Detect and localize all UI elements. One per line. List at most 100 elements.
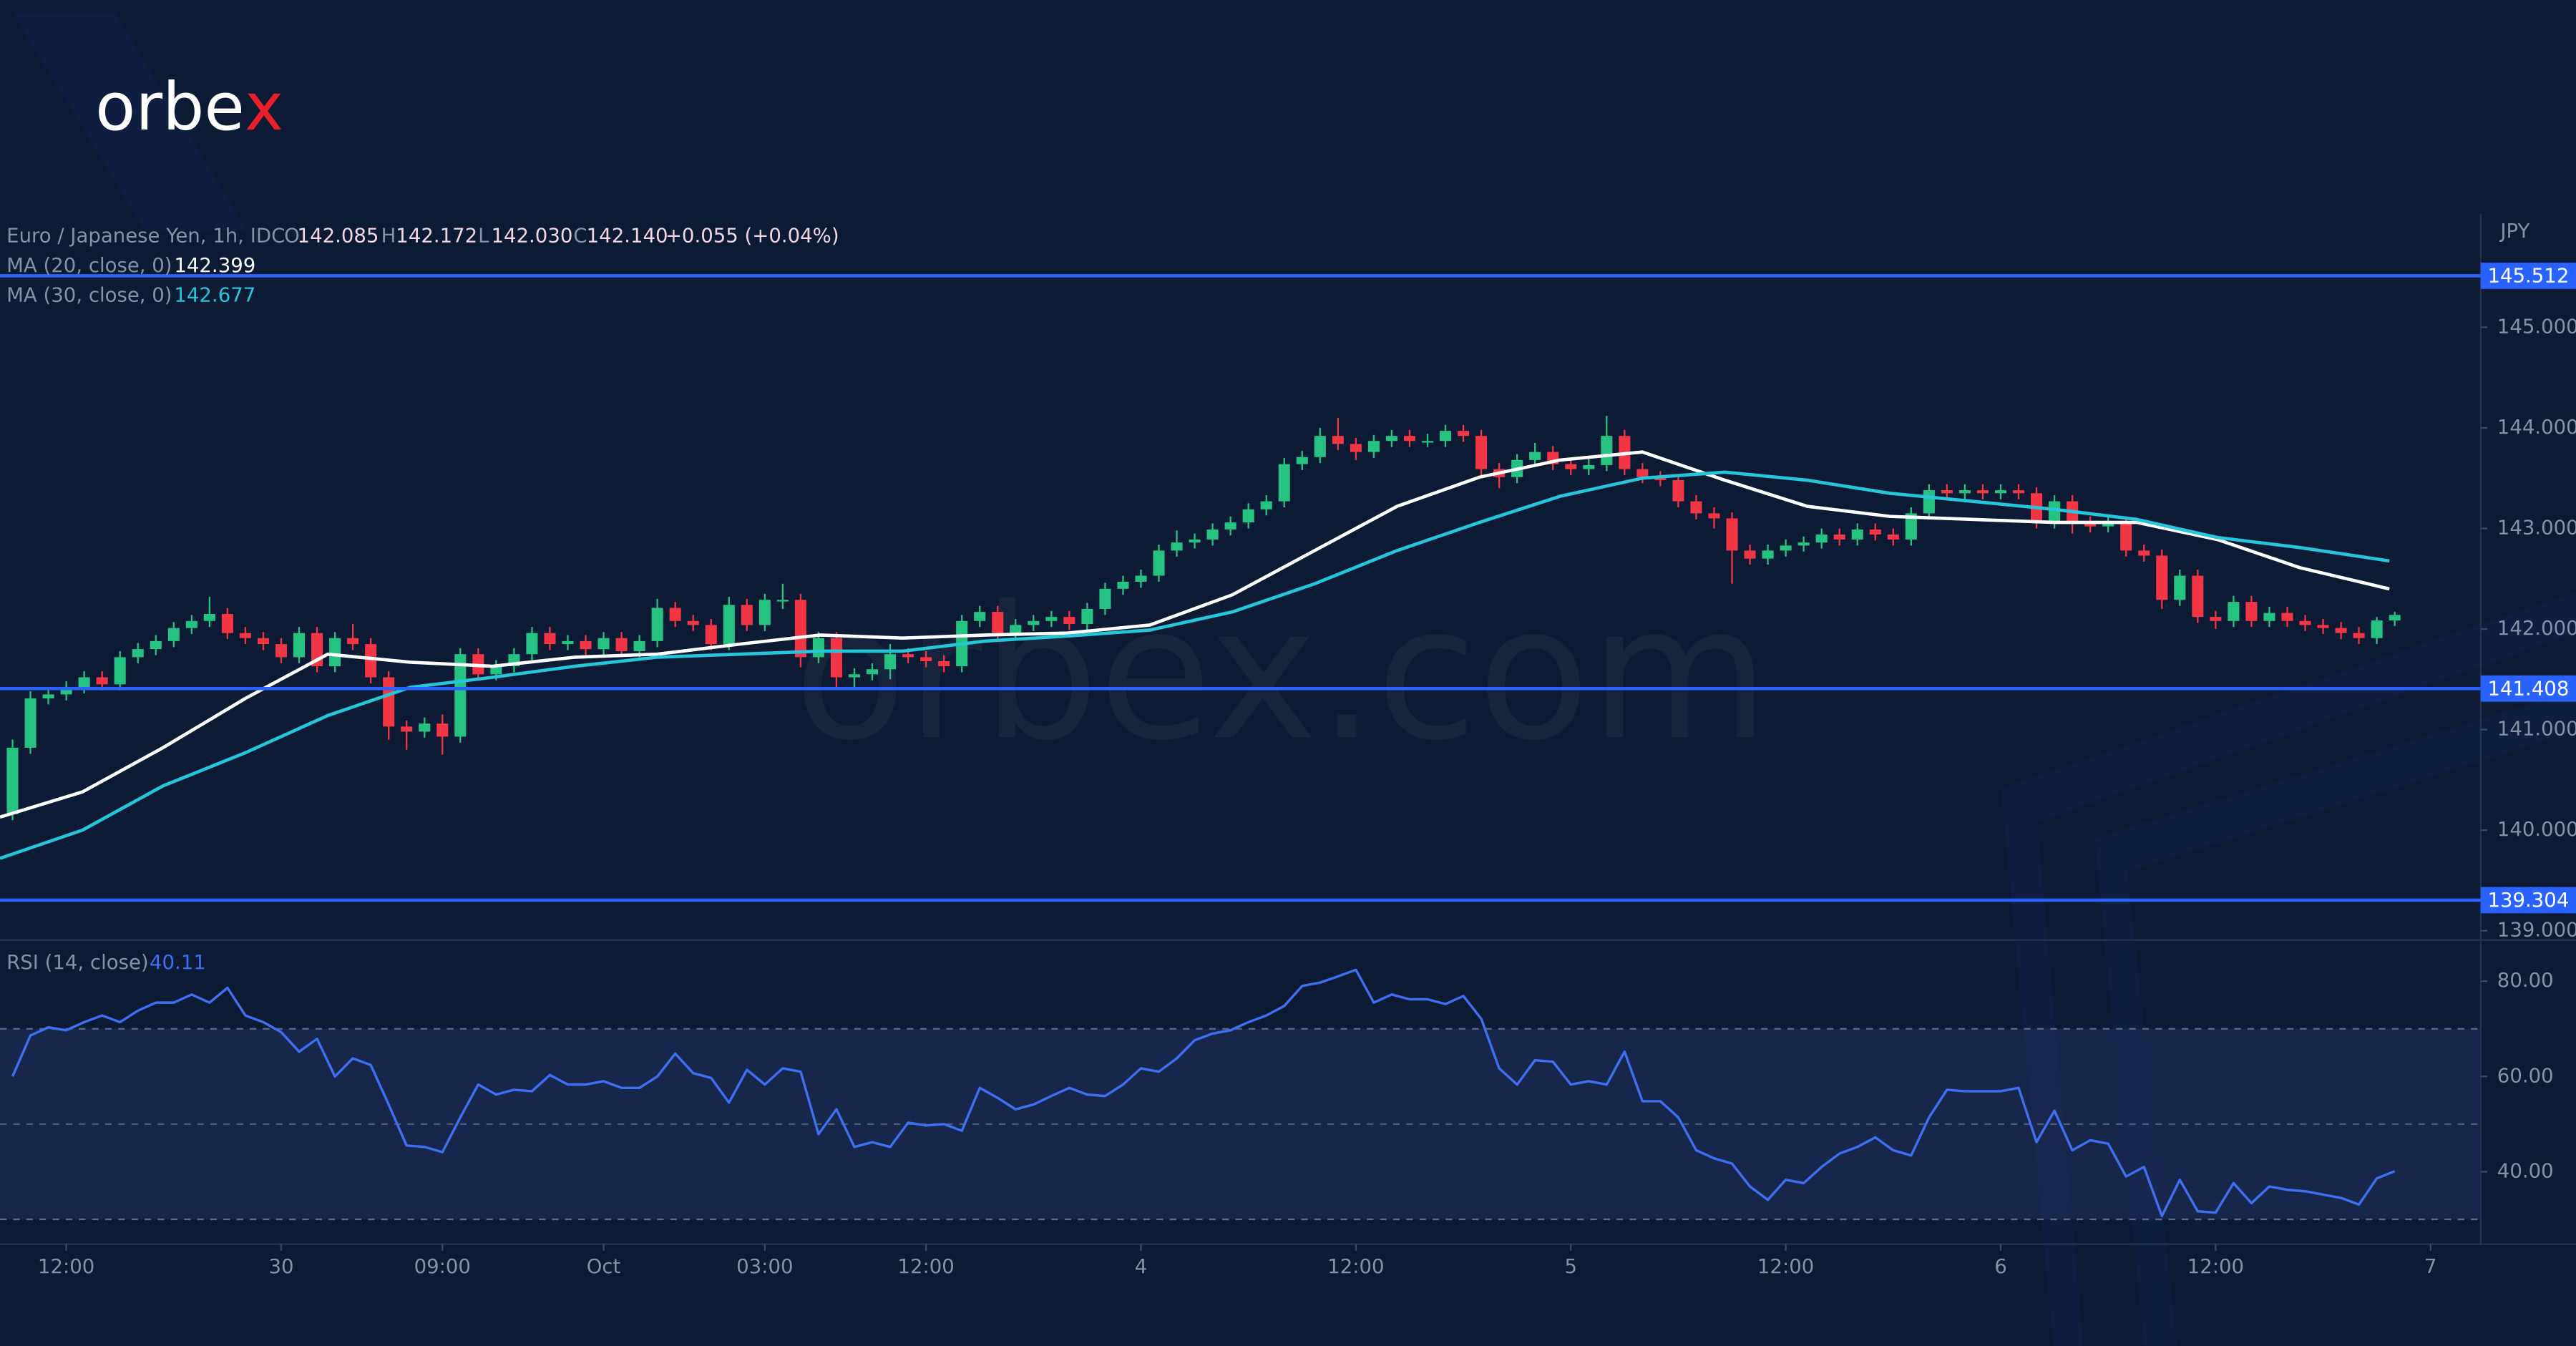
logo: orbex (95, 69, 283, 146)
candle-body (1171, 542, 1183, 551)
candle-body (1350, 444, 1362, 452)
candle-body (490, 666, 502, 675)
candle-body (2084, 522, 2097, 527)
candle-body (1278, 464, 1290, 502)
candle-body (2389, 615, 2401, 621)
candle-body (436, 723, 449, 737)
candle-body (1224, 522, 1236, 530)
y-tick-label: 145.000 (2497, 315, 2576, 338)
x-tick-label: 12:00 (897, 1255, 954, 1278)
candle-body (2228, 602, 2240, 621)
y-tick-label: 144.000 (2497, 416, 2576, 439)
candle-body (1797, 542, 1810, 546)
candle-body (974, 612, 986, 621)
candle-body (2263, 613, 2275, 621)
candle-body (1976, 490, 1989, 494)
candle-body (419, 723, 431, 732)
candle-body (848, 674, 861, 678)
ma30-label: MA (30, close, 0) (6, 283, 172, 306)
candle-body (1242, 509, 1254, 523)
candle-body (1385, 436, 1397, 442)
high-value: 142.172 (396, 225, 477, 248)
candle-body (2138, 550, 2150, 556)
candle-body (347, 638, 359, 645)
symbol: Euro / Japanese Yen, 1h, IDC (6, 225, 285, 248)
x-tick-label: 12:00 (1327, 1255, 1384, 1278)
candle-body (938, 661, 950, 667)
rsi-label: RSI (14, close) (6, 951, 148, 974)
candle-body (1833, 534, 1845, 540)
candle-body (1780, 545, 1792, 551)
candle-body (2335, 628, 2347, 633)
candle-body (329, 638, 341, 667)
candle-body (2299, 620, 2311, 625)
candle-body (812, 638, 824, 658)
candle-body (257, 638, 269, 645)
candle-body (580, 640, 592, 650)
candle-body (239, 633, 251, 638)
level-label-box (2480, 675, 2576, 702)
candle-body (2353, 633, 2365, 638)
ma20-value: 142.399 (174, 254, 255, 277)
candle-body (1708, 513, 1720, 519)
watermark: orbex.com (794, 566, 1769, 781)
candle-body (78, 677, 90, 688)
candle-body (830, 638, 842, 678)
candle-body (776, 600, 789, 602)
candle-body (741, 605, 753, 625)
candle-body (1815, 534, 1828, 543)
rsi-line (11, 968, 2396, 1218)
x-tick-label: 30 (268, 1255, 293, 1278)
moving-average (0, 450, 2390, 819)
plot: 139.000 140.000 141.000 142.000 143.000 144.0… (0, 263, 2576, 1278)
candle-body (1063, 617, 1075, 625)
candle-body (1403, 436, 1415, 442)
candle-body (902, 654, 914, 658)
ma30-value: 142.677 (174, 283, 255, 306)
candle-body (884, 654, 897, 670)
decor-stripe (13, 13, 247, 230)
candle-body (651, 608, 663, 641)
candle-body (544, 633, 556, 645)
candle-body (562, 640, 574, 645)
candle-body (60, 687, 72, 695)
candle-body (2245, 602, 2258, 621)
candle-body (185, 620, 197, 628)
candle-body (758, 600, 771, 625)
candle-body (669, 608, 681, 621)
y-tick-label: 141.000 (2497, 718, 2576, 741)
x-tick-label: 12:00 (1757, 1255, 1814, 1278)
x-tick-label: 09:00 (414, 1255, 471, 1278)
y-tick-label: 139.000 (2497, 919, 2576, 942)
candle-body (615, 638, 628, 651)
candle-body (1887, 534, 1899, 540)
candle-body (2281, 613, 2293, 621)
candle-body (1529, 452, 1541, 460)
candle-body (114, 657, 126, 685)
candle-body (365, 644, 377, 678)
candle-body (1332, 436, 1344, 444)
open-label: O (284, 225, 300, 248)
candle-body (221, 613, 233, 633)
x-tick-label: 12:00 (38, 1255, 94, 1278)
candle-body (2049, 501, 2061, 523)
x-tick-label: 03:00 (736, 1255, 793, 1278)
candle-body (1762, 550, 1774, 559)
candle-body (2317, 625, 2329, 628)
change: +0.055 (+0.04%) (665, 225, 839, 248)
logo-main: orbe (95, 69, 245, 146)
candle-body (401, 726, 413, 732)
candle-body (633, 640, 645, 651)
candle-body (1744, 550, 1756, 559)
candle-body (1475, 436, 1488, 469)
candle-body (383, 677, 395, 727)
candle-body (1117, 581, 1129, 589)
candle-body (1206, 529, 1219, 540)
candle-body (1010, 625, 1022, 633)
candle-body (454, 654, 467, 737)
moving-average (0, 470, 2390, 860)
open-value: 142.085 (298, 225, 379, 248)
candle-body (1565, 464, 1577, 469)
